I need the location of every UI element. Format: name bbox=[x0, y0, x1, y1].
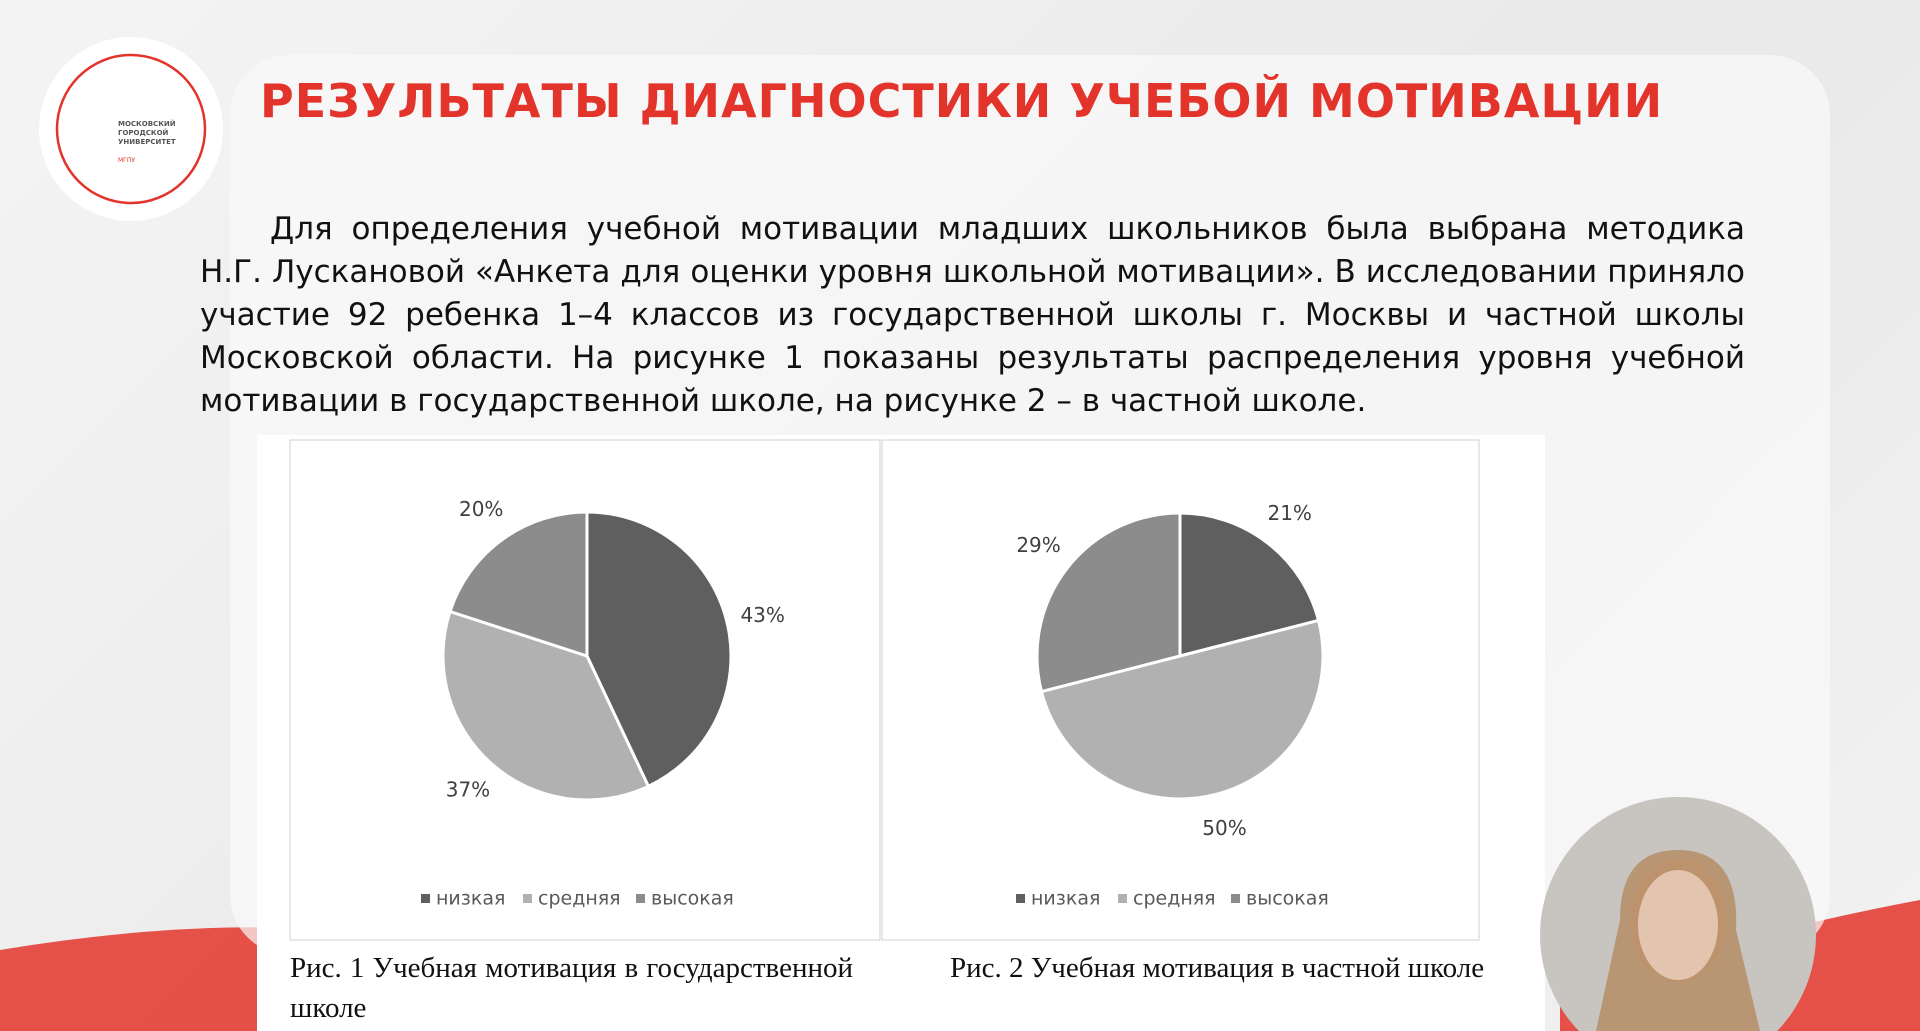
data-label: 50% bbox=[1202, 816, 1246, 840]
data-label: 21% bbox=[1267, 501, 1311, 525]
legend-label: низкая bbox=[1031, 888, 1100, 910]
pie-slice bbox=[1035, 511, 1182, 694]
pie-slice bbox=[1178, 511, 1321, 658]
legend-marker bbox=[1016, 894, 1025, 903]
logo-text: МОСКОВСКИЙ ГОРОДСКОЙ УНИВЕРСИТЕТ bbox=[118, 120, 176, 146]
data-label: 37% bbox=[446, 778, 490, 802]
slide-title: РЕЗУЛЬТАТЫ ДИАГНОСТИКИ УЧЕБОЙ МОТИВАЦИИ bbox=[260, 74, 1664, 128]
legend-marker bbox=[523, 894, 532, 903]
legend-label: высокая bbox=[1246, 888, 1329, 910]
data-label: 43% bbox=[740, 603, 784, 627]
legend-label: средняя bbox=[1133, 888, 1216, 910]
legend-marker bbox=[1231, 894, 1240, 903]
caption: Рис. 1 Учебная мотивация в государственн… bbox=[290, 952, 853, 1024]
caption: Рис. 2 Учебная мотивация в частной школе bbox=[950, 952, 1485, 984]
paragraph: Для определения учебной мотивации младши… bbox=[200, 211, 1745, 419]
legend-marker bbox=[421, 894, 430, 903]
pie-slice bbox=[585, 510, 733, 789]
pie-slice bbox=[1039, 618, 1325, 801]
legend-marker bbox=[636, 894, 645, 903]
data-label: 20% bbox=[459, 497, 503, 521]
legend-label: средняя bbox=[538, 888, 621, 910]
logo-subtext: МГПУ bbox=[118, 157, 136, 164]
legend-label: высокая bbox=[651, 888, 734, 910]
data-label: 29% bbox=[1016, 533, 1060, 557]
pie-slice bbox=[441, 609, 651, 802]
legend-label: низкая bbox=[436, 888, 505, 910]
pie-slice bbox=[448, 510, 589, 659]
legend-marker bbox=[1118, 894, 1127, 903]
